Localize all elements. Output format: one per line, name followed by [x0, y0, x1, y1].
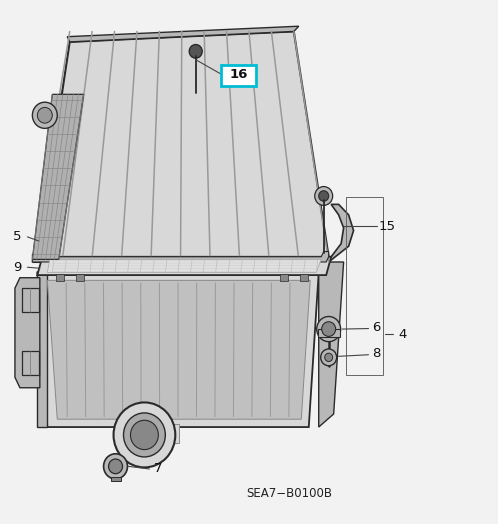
Circle shape	[130, 420, 158, 450]
Polygon shape	[32, 31, 329, 262]
Polygon shape	[22, 351, 39, 375]
Bar	[318, 329, 340, 337]
Polygon shape	[67, 26, 299, 42]
Polygon shape	[22, 288, 39, 312]
Polygon shape	[37, 262, 329, 272]
Bar	[76, 274, 84, 281]
Polygon shape	[319, 262, 344, 427]
Text: 16: 16	[230, 68, 248, 81]
Circle shape	[104, 454, 127, 479]
Text: 8: 8	[372, 347, 380, 360]
Polygon shape	[47, 259, 321, 272]
Text: 9: 9	[13, 261, 21, 274]
Circle shape	[325, 353, 333, 362]
Polygon shape	[319, 204, 354, 272]
Circle shape	[37, 107, 52, 123]
Circle shape	[317, 316, 341, 342]
Bar	[111, 477, 121, 481]
Bar	[346, 196, 383, 375]
Text: 4: 4	[398, 328, 406, 341]
Circle shape	[109, 459, 123, 474]
Polygon shape	[32, 94, 84, 259]
Circle shape	[321, 349, 337, 366]
Circle shape	[32, 102, 57, 128]
Bar	[300, 274, 308, 281]
Bar	[56, 274, 64, 281]
Circle shape	[319, 191, 329, 201]
FancyBboxPatch shape	[221, 65, 256, 86]
Polygon shape	[115, 424, 179, 443]
Text: SEA7−B0100B: SEA7−B0100B	[246, 487, 332, 500]
Text: 15: 15	[379, 220, 396, 233]
Circle shape	[322, 322, 336, 336]
Circle shape	[315, 187, 333, 205]
Circle shape	[189, 45, 202, 58]
Circle shape	[114, 402, 175, 467]
Bar	[280, 274, 288, 281]
Polygon shape	[47, 280, 310, 419]
Circle shape	[124, 413, 165, 457]
Polygon shape	[15, 278, 40, 388]
Text: 7: 7	[154, 463, 163, 475]
Polygon shape	[37, 257, 331, 275]
Text: 5: 5	[13, 231, 22, 243]
Polygon shape	[37, 272, 319, 427]
Polygon shape	[32, 252, 329, 262]
Polygon shape	[37, 272, 47, 427]
Text: 6: 6	[372, 321, 380, 334]
